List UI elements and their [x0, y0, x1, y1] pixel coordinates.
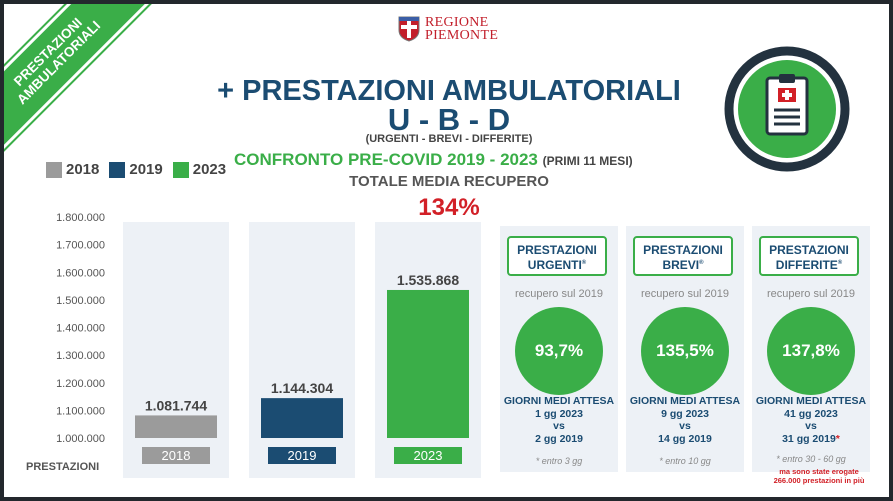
y-tick-label: 1.300.000: [56, 350, 105, 362]
card-title-line-2: DIFFERITE: [775, 258, 838, 272]
y-tick-label: 1.000.000: [56, 433, 105, 445]
infographic: PRESTAZIONI AMBULATORIALI REGIONE PIEMON…: [4, 4, 889, 497]
footnote-line-2: 266.000 prestazioni in più: [773, 476, 865, 485]
legend-label: 2019: [129, 161, 163, 178]
page-title: + PRESTAZIONI AMBULATORIALI: [204, 76, 694, 106]
card-title-brevi: PRESTAZIONI BREVI®: [633, 236, 733, 276]
wait-title: GIORNI MEDI ATTESA: [629, 395, 741, 407]
category-box: [142, 447, 210, 464]
wait-2019: 2 gg 2019: [535, 432, 583, 445]
regione-piemonte-logo: REGIONE PIEMONTE: [398, 15, 499, 43]
legend-item-2023: 2023: [172, 161, 227, 178]
wait-2019: 31 gg 2019: [782, 432, 836, 445]
card-note-brevi: * entro 10 gg: [659, 456, 711, 466]
card-brevi: PRESTAZIONI BREVI® recupero sul 2019 135,…: [626, 226, 744, 472]
wait-2023: 41 gg 2023: [784, 407, 838, 420]
y-tick-label: 1.100.000: [56, 405, 105, 417]
bars: 1.081.744 2018 1.144.304 2019 1.535.868 2023: [135, 272, 469, 464]
bar-chart: 1.000.000 1.100.000 1.200.000 1.300.000 1.40…: [26, 212, 481, 478]
category-label: 2019: [288, 448, 317, 463]
subtitle: (URGENTI - BREVI - DIFFERITE): [365, 133, 533, 145]
footnote: ma sono state erogate 266.000 prestazioni…: [749, 467, 889, 485]
bar-2019: [261, 398, 343, 438]
x-axis-label: PRESTAZIONI: [26, 461, 99, 473]
comparison-text: CONFRONTO PRE-COVID 2019 - 2023: [234, 150, 538, 169]
legend-item-2019: 2019: [109, 161, 163, 178]
wait-title: GIORNI MEDI ATTESA: [503, 395, 615, 407]
shield-icon: [398, 16, 420, 42]
logo-line-1: REGIONE: [425, 15, 489, 30]
category-label: 2023: [414, 448, 443, 463]
wait-2023: 1 gg 2023: [535, 407, 583, 420]
wait-times: GIORNI MEDI ATTESA 1 gg 2023 vs 2 gg 2019: [492, 395, 626, 445]
legend-swatch: [109, 161, 126, 178]
wait-times: GIORNI MEDI ATTESA 9 gg 2023 vs 14 gg 2019: [618, 395, 752, 445]
legend-item-2018: 2018: [46, 161, 99, 178]
registered-mark: ®: [699, 260, 704, 266]
column-background: [123, 222, 229, 478]
legend-label: 2023: [192, 161, 227, 178]
card-title-line-1: PRESTAZIONI: [517, 243, 597, 257]
plus-icon: +: [217, 75, 235, 107]
y-tick-label: 1.400.000: [56, 323, 105, 335]
recovery-label: recupero sul 2019: [766, 288, 856, 300]
title-code: U - B - D: [387, 102, 511, 137]
footnote-line-1: ma sono state erogate: [779, 467, 859, 476]
legend-swatch: [172, 161, 189, 178]
y-axis-ticks: 1.000.000 1.100.000 1.200.000 1.300.000 1.40…: [56, 212, 105, 445]
wait-vs: vs: [553, 420, 565, 432]
card-note-differite: * entro 30 - 60 gg: [776, 454, 846, 464]
recovery-value: 137,8%: [767, 307, 855, 395]
wait-2019: 14 gg 2019: [658, 432, 712, 445]
wait-vs: vs: [805, 420, 817, 432]
legend: 2018 2019 2023: [46, 161, 228, 178]
legend-swatch: [46, 161, 62, 178]
card-title-line-1: PRESTAZIONI: [643, 243, 723, 257]
registered-mark: ®: [837, 260, 843, 266]
recovery-label: recupero sul 2019: [640, 288, 730, 300]
wait-times: GIORNI MEDI ATTESA 41 gg 2023 vs 31 gg 2019…: [744, 395, 878, 445]
total-label: TOTALE MEDIA RECUPERO: [349, 173, 549, 190]
card-title-differite: PRESTAZIONI DIFFERITE®: [759, 236, 859, 276]
card-urgenti: PRESTAZIONI URGENTI® recupero sul 2019 93…: [500, 226, 618, 472]
category-box: [394, 447, 462, 464]
y-tick-label: 1.800.000: [56, 212, 105, 224]
card-title-line-2: URGENTI: [527, 258, 582, 272]
card-title-line-2: BREVI: [662, 258, 700, 272]
recovery-value: 93,7%: [515, 307, 603, 395]
wait-star: *: [835, 432, 840, 445]
column-background: [249, 222, 355, 478]
legend-label: 2018: [66, 161, 100, 178]
comparison-heading: CONFRONTO PRE-COVID 2019 - 2023 (PRIMI 1…: [234, 150, 714, 170]
category-box: [268, 447, 336, 464]
recovery-value: 135,5%: [641, 307, 729, 395]
clipboard-icon: [724, 46, 850, 172]
wait-title: GIORNI MEDI ATTESA: [755, 395, 867, 407]
card-title-line-1: PRESTAZIONI: [769, 243, 849, 257]
card-note-urgenti: * entro 3 gg: [535, 456, 583, 466]
total-value: 134%: [418, 194, 480, 221]
card-differite: PRESTAZIONI DIFFERITE® recupero sul 2019 …: [752, 226, 870, 472]
y-tick-label: 1.700.000: [56, 240, 105, 252]
recovery-label: recupero sul 2019: [514, 288, 604, 300]
y-tick-label: 1.500.000: [56, 295, 105, 307]
logo-line-2: PIEMONTE: [425, 28, 499, 43]
category-label: 2018: [162, 448, 191, 463]
y-tick-label: 1.200.000: [56, 378, 105, 390]
bar-value-label: 1.081.744: [145, 397, 207, 413]
bar-2023: [387, 289, 469, 438]
wait-vs: vs: [679, 420, 691, 432]
comparison-note: (PRIMI 11 MESI): [542, 154, 633, 168]
bar-2018: [135, 415, 217, 438]
wait-2023: 9 gg 2023: [661, 407, 709, 420]
title-text: PRESTAZIONI AMBULATORIALI: [242, 75, 681, 107]
bar-value-label: 1.144.304: [271, 380, 333, 396]
card-title-urgenti: PRESTAZIONI URGENTI®: [507, 236, 607, 276]
registered-mark: ®: [581, 260, 587, 266]
y-tick-label: 1.600.000: [56, 267, 105, 279]
bar-value-label: 1.535.868: [397, 272, 459, 288]
